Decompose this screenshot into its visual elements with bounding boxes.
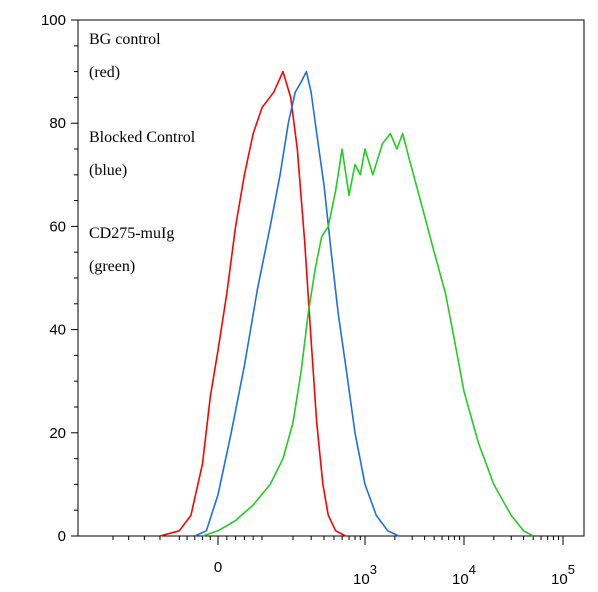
annotation-line: CD275-muIg [89, 225, 174, 242]
x-axis-ticks: 0 103 104 105 [112, 536, 575, 588]
axes [77, 19, 585, 537]
y-tick-label: 20 [49, 425, 66, 442]
annotation-line: (red) [89, 64, 120, 81]
series-line-2 [194, 70, 400, 537]
series-layer [159, 70, 534, 537]
series-line-1 [159, 70, 347, 537]
legend-annotations: BG control (red) Blocked Control (blue) CD27… [89, 31, 196, 275]
y-tick-label: 40 [49, 322, 66, 339]
y-axis-ticks: 0 20 40 60 80 100 [41, 12, 78, 545]
x-tick-label: 104 [452, 562, 476, 588]
annotation-line: BG control [89, 31, 161, 48]
plot-frame [77, 19, 585, 537]
annotation-line: (blue) [89, 162, 127, 179]
series-line-3 [202, 132, 534, 537]
x-tick-label: 105 [551, 562, 575, 588]
y-tick-label: 0 [58, 528, 66, 545]
x-tick-label: 0 [214, 559, 222, 576]
y-tick-label: 80 [49, 115, 66, 132]
y-tick-label: 100 [41, 12, 66, 29]
annotation-line: Blocked Control [89, 129, 196, 146]
y-tick-label: 60 [49, 218, 66, 235]
x-tick-label: 103 [353, 562, 377, 588]
annotation-line: (green) [89, 258, 135, 275]
